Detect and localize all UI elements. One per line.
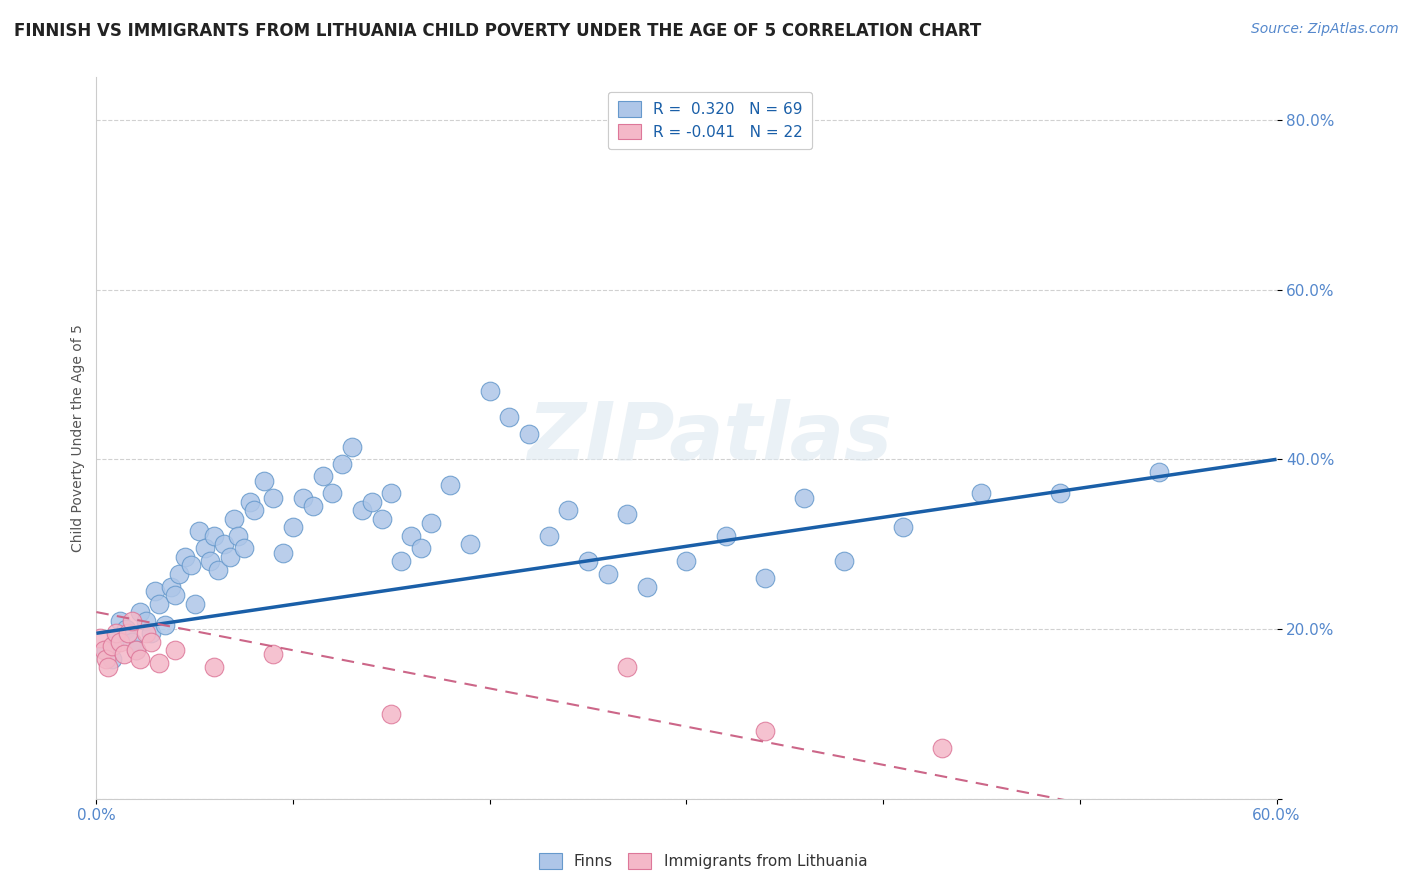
Point <box>252 474 274 488</box>
Point <box>478 384 501 399</box>
Point <box>121 634 143 648</box>
Y-axis label: Child Poverty Under the Age of 5: Child Poverty Under the Age of 5 <box>72 324 86 552</box>
Point <box>537 529 560 543</box>
Point <box>1049 486 1071 500</box>
Point <box>163 588 186 602</box>
Point <box>370 512 392 526</box>
Point <box>128 605 150 619</box>
Point <box>125 643 148 657</box>
Point <box>202 529 225 543</box>
Point <box>399 529 422 543</box>
Point <box>517 426 540 441</box>
Legend: R =  0.320   N = 69, R = -0.041   N = 22: R = 0.320 N = 69, R = -0.041 N = 22 <box>609 92 811 149</box>
Point <box>143 583 166 598</box>
Point <box>108 614 131 628</box>
Point <box>128 651 150 665</box>
Point <box>380 486 402 500</box>
Point <box>636 580 658 594</box>
Point <box>616 508 638 522</box>
Point <box>108 634 131 648</box>
Text: Source: ZipAtlas.com: Source: ZipAtlas.com <box>1251 22 1399 37</box>
Point <box>262 491 284 505</box>
Point <box>115 622 138 636</box>
Point <box>187 524 209 539</box>
Point <box>891 520 914 534</box>
Point <box>311 469 333 483</box>
Point <box>112 648 135 662</box>
Point <box>183 597 205 611</box>
Point <box>350 503 373 517</box>
Text: FINNISH VS IMMIGRANTS FROM LITHUANIA CHILD POVERTY UNDER THE AGE OF 5 CORRELATIO: FINNISH VS IMMIGRANTS FROM LITHUANIA CHI… <box>14 22 981 40</box>
Point <box>498 409 520 424</box>
Point <box>271 546 294 560</box>
Point <box>832 554 855 568</box>
Point <box>222 512 245 526</box>
Point <box>340 440 363 454</box>
Point <box>96 651 118 665</box>
Point <box>409 541 432 556</box>
Point <box>219 549 242 564</box>
Point <box>193 541 215 556</box>
Point <box>200 554 222 568</box>
Point <box>212 537 235 551</box>
Point <box>202 660 225 674</box>
Point <box>160 580 183 594</box>
Point <box>207 563 229 577</box>
Point <box>226 529 249 543</box>
Point <box>242 503 264 517</box>
Point <box>89 631 111 645</box>
Point <box>232 541 254 556</box>
Point <box>970 486 993 500</box>
Point <box>180 558 202 573</box>
Text: ZIPatlas: ZIPatlas <box>527 399 893 477</box>
Point <box>1147 465 1170 479</box>
Legend: Finns, Immigrants from Lithuania: Finns, Immigrants from Lithuania <box>533 847 873 875</box>
Point <box>301 499 323 513</box>
Point <box>101 639 124 653</box>
Point <box>135 614 157 628</box>
Point <box>380 706 402 721</box>
Point <box>389 554 412 568</box>
Point <box>148 656 170 670</box>
Point <box>419 516 441 530</box>
Point <box>93 643 115 657</box>
Point <box>117 626 139 640</box>
Point <box>360 494 382 508</box>
Point <box>163 643 186 657</box>
Point <box>793 491 815 505</box>
Point <box>439 477 461 491</box>
Point <box>96 643 118 657</box>
Point <box>330 457 353 471</box>
Point <box>291 491 314 505</box>
Point <box>167 566 190 581</box>
Point <box>173 549 195 564</box>
Point <box>101 651 124 665</box>
Point <box>616 660 638 674</box>
Point <box>576 554 599 568</box>
Point <box>148 597 170 611</box>
Point <box>141 634 163 648</box>
Point <box>557 503 579 517</box>
Point <box>281 520 304 534</box>
Point <box>458 537 481 551</box>
Point <box>262 648 284 662</box>
Point <box>675 554 697 568</box>
Point <box>931 740 953 755</box>
Point <box>105 626 128 640</box>
Point <box>153 617 176 632</box>
Point <box>141 626 163 640</box>
Point <box>97 660 120 674</box>
Point <box>321 486 343 500</box>
Point <box>105 631 128 645</box>
Point <box>239 494 262 508</box>
Point <box>121 614 143 628</box>
Point <box>596 566 619 581</box>
Point <box>125 643 148 657</box>
Point <box>135 626 157 640</box>
Point <box>754 723 776 738</box>
Point <box>714 529 737 543</box>
Point <box>754 571 776 585</box>
